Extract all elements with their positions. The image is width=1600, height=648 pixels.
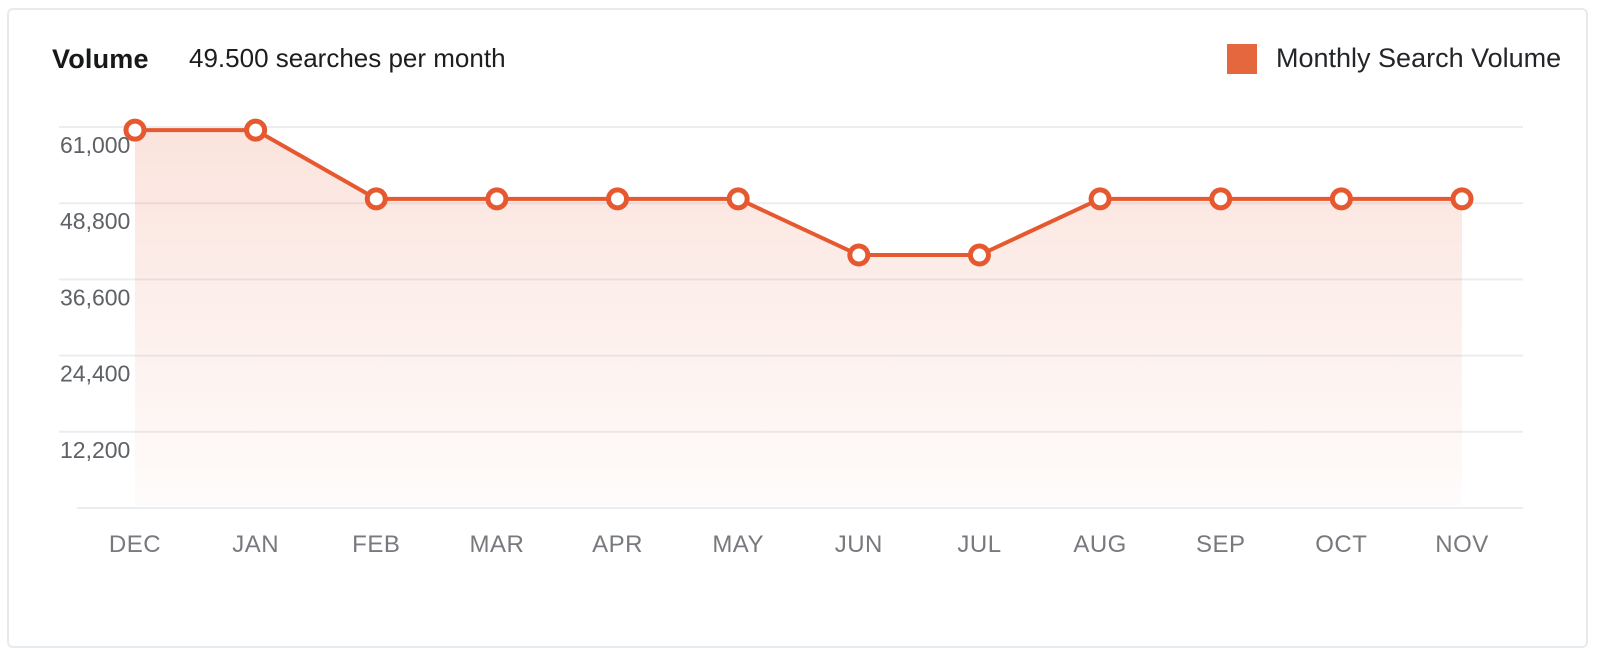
x-axis-tick-label: NOV <box>1435 531 1489 558</box>
data-point-oct[interactable] <box>1329 187 1353 211</box>
data-point-feb[interactable] <box>364 187 388 211</box>
data-point-jan[interactable] <box>244 118 268 142</box>
x-axis-tick-label: DEC <box>109 531 161 558</box>
x-axis-tick-label: MAR <box>469 531 524 558</box>
x-axis-tick-label: MAY <box>712 531 764 558</box>
x-axis-tick-label: JAN <box>232 531 279 558</box>
chart-title: Volume <box>52 44 149 74</box>
x-axis-tick-label: JUL <box>957 531 1001 558</box>
y-axis-tick-label: 48,800 <box>60 208 130 234</box>
data-point-jun[interactable] <box>847 243 871 267</box>
legend-swatch <box>1227 43 1257 74</box>
data-point-mar[interactable] <box>485 187 509 211</box>
x-axis-tick-label: FEB <box>352 531 400 558</box>
series-area-fill <box>135 130 1462 506</box>
y-axis-tick-label: 61,000 <box>60 132 130 158</box>
data-point-nov[interactable] <box>1450 187 1474 211</box>
data-point-sep[interactable] <box>1209 187 1233 211</box>
y-axis-tick-label: 12,200 <box>60 437 130 463</box>
chart-subtitle: 49.500 searches per month <box>189 43 506 73</box>
volume-line-chart[interactable]: 61,000 48,800 36,600 24,400 12,200 DEC JAN FEB M… <box>0 0 1600 598</box>
legend-label: Monthly Search Volume <box>1276 43 1562 73</box>
data-point-apr[interactable] <box>606 187 630 211</box>
series-line <box>133 128 1464 258</box>
y-axis-tick-label: 24,400 <box>60 361 130 387</box>
data-point-may[interactable] <box>726 187 750 211</box>
data-point-jul[interactable] <box>967 243 991 267</box>
x-axis-tick-label: JUN <box>835 531 883 558</box>
data-point-dec[interactable] <box>123 118 147 142</box>
x-axis-tick-label: SEP <box>1196 531 1246 558</box>
x-axis-tick-label: APR <box>592 531 643 558</box>
y-axis-tick-label: 36,600 <box>60 284 130 310</box>
x-axis-tick-label: OCT <box>1315 531 1367 558</box>
data-point-aug[interactable] <box>1088 187 1112 211</box>
legend-item-monthly-search-volume[interactable]: Monthly Search Volume <box>1227 43 1561 74</box>
x-axis-tick-label: AUG <box>1073 531 1127 558</box>
